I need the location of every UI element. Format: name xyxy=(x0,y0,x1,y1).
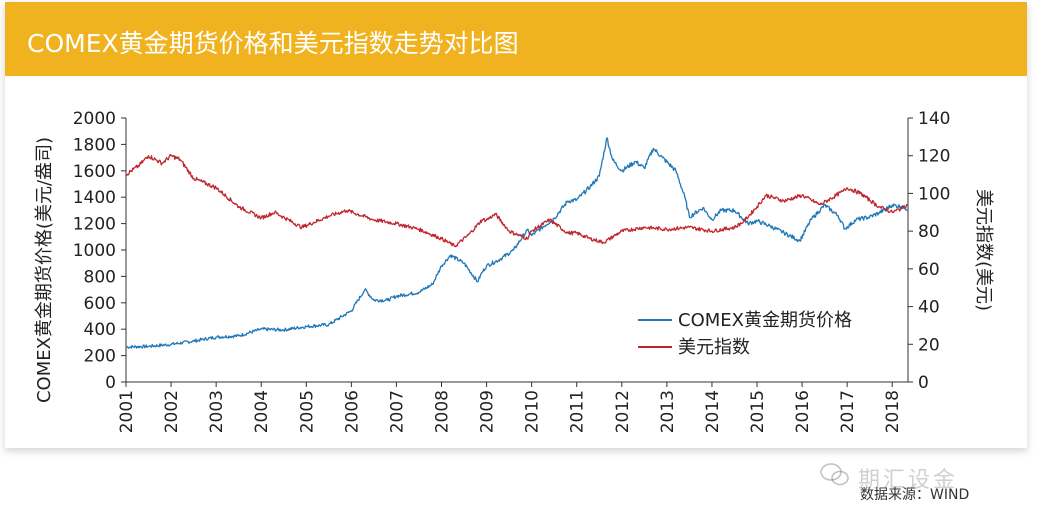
y2-tick-label: 120 xyxy=(918,147,950,167)
gold-price-line xyxy=(126,137,909,349)
y-axis-title: COMEX黄金期货价格(美元/盎司) xyxy=(34,137,55,403)
title-bar: COMEX黄金期货价格和美元指数走势对比图 xyxy=(5,2,1027,76)
x-tick-label: 2007 xyxy=(387,390,407,433)
y-tick-label: 800 xyxy=(84,267,116,287)
x-tick-label: 2008 xyxy=(433,390,453,433)
x-tick-label: 2001 xyxy=(117,390,137,433)
x-tick-label: 2013 xyxy=(658,390,678,433)
legend-label-gold: COMEX黄金期货价格 xyxy=(678,310,852,331)
y-tick-label: 2000 xyxy=(73,109,116,129)
watermark: 期汇设金 xyxy=(858,468,959,493)
chart-card: COMEX黄金期货价格和美元指数走势对比图 xyxy=(5,2,1027,448)
x-tick-label: 2004 xyxy=(252,390,272,433)
x-tick-label: 2012 xyxy=(613,390,633,433)
x-tick-label: 2015 xyxy=(748,390,768,433)
x-tick-label: 2009 xyxy=(478,390,498,433)
y2-tick-label: 140 xyxy=(918,109,950,129)
x-tick-label: 2006 xyxy=(342,390,362,433)
y-tick-label: 1200 xyxy=(73,215,116,235)
x-tick-label: 2003 xyxy=(207,390,227,433)
y2-tick-label: 100 xyxy=(918,184,950,204)
y2-axis-title: 美元指数(美元) xyxy=(973,189,994,311)
x-tick-label: 2011 xyxy=(568,390,588,433)
y-tick-label: 400 xyxy=(84,320,116,340)
y2-tick-label: 20 xyxy=(918,335,940,355)
data-source: 数据来源：WIND xyxy=(860,487,970,503)
y-tick-label: 1000 xyxy=(73,241,116,261)
y2-tick-label: 60 xyxy=(918,260,940,280)
usd-index-line xyxy=(125,153,909,248)
y2-tick-label: 0 xyxy=(918,373,929,393)
page-title: COMEX黄金期货价格和美元指数走势对比图 xyxy=(27,29,519,58)
x-tick-label: 2005 xyxy=(297,390,317,433)
y-tick-label: 1400 xyxy=(73,188,116,208)
y2-tick-label: 40 xyxy=(918,298,940,318)
x-tick-label: 2018 xyxy=(883,390,903,433)
y2-tick-label: 80 xyxy=(918,222,940,242)
x-tick-label: 2017 xyxy=(838,390,858,433)
y-tick-label: 1800 xyxy=(73,135,116,155)
x-tick-label: 2002 xyxy=(162,390,182,433)
legend-label-usd: 美元指数 xyxy=(678,337,750,358)
y-tick-label: 1600 xyxy=(73,162,116,182)
y-tick-label: 0 xyxy=(105,373,116,393)
wechat-icon xyxy=(820,463,849,486)
x-tick-label: 2016 xyxy=(793,390,813,433)
y-tick-label: 600 xyxy=(84,294,116,314)
x-tick-label: 2010 xyxy=(523,390,543,433)
y-tick-label: 200 xyxy=(84,347,116,367)
x-tick-label: 2014 xyxy=(703,390,723,433)
